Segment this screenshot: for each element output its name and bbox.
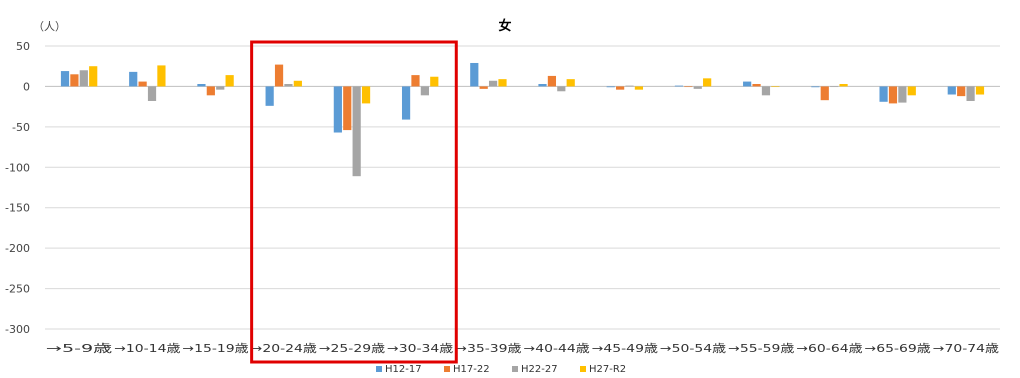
- legend-swatch: [580, 366, 586, 372]
- legend: H12-17 H17-22 H22-27 H27-R2: [376, 364, 626, 375]
- x-tick-label: →40-44歳: [524, 342, 590, 355]
- bar: [538, 84, 547, 87]
- y-tick-label: -300: [5, 323, 30, 336]
- x-tick-label: →20-24歳: [251, 342, 317, 355]
- y-axis-ticks: 50 0 -50 -100 -150 -200 -250 -300: [5, 40, 30, 336]
- bar: [975, 86, 985, 95]
- bar: [498, 79, 507, 87]
- gridlines: [45, 45, 1000, 330]
- bar: [225, 75, 234, 87]
- x-tick-label: →45-49歳: [592, 342, 658, 355]
- bar: [566, 79, 575, 87]
- legend-label: H12-17: [385, 364, 422, 375]
- y-tick-label: 0: [23, 80, 30, 93]
- chart-title: 女: [498, 18, 511, 34]
- bar: [411, 75, 420, 87]
- x-tick-label: →60-64歳: [796, 342, 862, 355]
- x-tick-label: →5-9歳: [46, 342, 112, 355]
- y-axis-unit-label: （人）: [33, 20, 66, 33]
- bar: [479, 86, 488, 89]
- bar: [333, 86, 342, 133]
- bar: [761, 86, 771, 96]
- bar: [470, 62, 479, 87]
- bar: [674, 85, 684, 87]
- bar: [343, 86, 352, 131]
- bar: [879, 86, 888, 102]
- bar: [693, 86, 702, 89]
- x-tick-label: →65-69歳: [865, 342, 931, 355]
- bar: [811, 86, 820, 88]
- bar: [89, 66, 98, 87]
- bar: [898, 86, 907, 103]
- bar: [401, 86, 411, 120]
- bar: [616, 86, 625, 90]
- bar: [420, 86, 429, 96]
- bar: [216, 86, 225, 90]
- bar: [888, 86, 898, 104]
- x-tick-label: →50-54歳: [660, 342, 726, 355]
- bar: [907, 86, 916, 96]
- bar: [547, 75, 557, 87]
- y-tick-label: -150: [5, 202, 30, 215]
- bar: [293, 80, 302, 87]
- bar: [703, 78, 712, 87]
- bar: [197, 84, 206, 87]
- y-tick-label: -50: [12, 121, 30, 134]
- bar: [352, 86, 361, 177]
- bar: [147, 86, 157, 101]
- bar: [606, 86, 615, 88]
- bar: [743, 81, 752, 87]
- bar: [206, 86, 215, 96]
- bar: [957, 86, 966, 97]
- x-tick-label: →70-74歳: [933, 342, 999, 355]
- y-tick-label: 50: [16, 40, 30, 53]
- y-tick-label: -250: [5, 283, 30, 296]
- bar: [488, 80, 498, 87]
- bar: [274, 64, 284, 87]
- legend-swatch: [512, 366, 518, 372]
- bar: [839, 84, 848, 87]
- bar: [684, 86, 693, 88]
- bar: [634, 86, 644, 90]
- y-tick-label: -200: [5, 242, 30, 255]
- bar: [70, 74, 79, 87]
- x-tick-label: →35-39歳: [455, 342, 521, 355]
- bar: [79, 70, 88, 87]
- bar: [752, 84, 761, 87]
- bar: [771, 86, 780, 88]
- x-tick-label: →55-59歳: [728, 342, 794, 355]
- x-axis-labels: →5-9歳 →10-14歳 →15-19歳 →20-24歳 →25-29歳 →30-34歳…: [46, 342, 999, 355]
- bar: [430, 76, 439, 87]
- bar: [129, 71, 138, 87]
- x-tick-label: →30-34歳: [387, 342, 453, 355]
- legend-label: H27-R2: [589, 364, 626, 375]
- bar: [361, 86, 371, 104]
- legend-label: H17-22: [453, 364, 490, 375]
- x-tick-label: →25-29歳: [319, 342, 385, 355]
- bar: [966, 86, 975, 101]
- bar: [557, 86, 566, 92]
- bar: [625, 85, 634, 87]
- bar: [947, 86, 956, 95]
- legend-swatch: [376, 366, 382, 372]
- bar: [820, 86, 829, 101]
- bar: [284, 84, 293, 87]
- legend-swatch: [444, 366, 450, 372]
- bar: [157, 65, 166, 87]
- bar: [60, 71, 70, 87]
- bars: [60, 62, 985, 177]
- x-tick-label: →10-14歳: [114, 342, 180, 355]
- x-tick-label: →15-19歳: [182, 342, 248, 355]
- bar: [265, 86, 274, 106]
- bar: [138, 81, 147, 87]
- highlight-box: [250, 40, 458, 364]
- bar: [830, 86, 839, 88]
- y-tick-label: -100: [5, 161, 30, 174]
- legend-label: H22-27: [521, 364, 558, 375]
